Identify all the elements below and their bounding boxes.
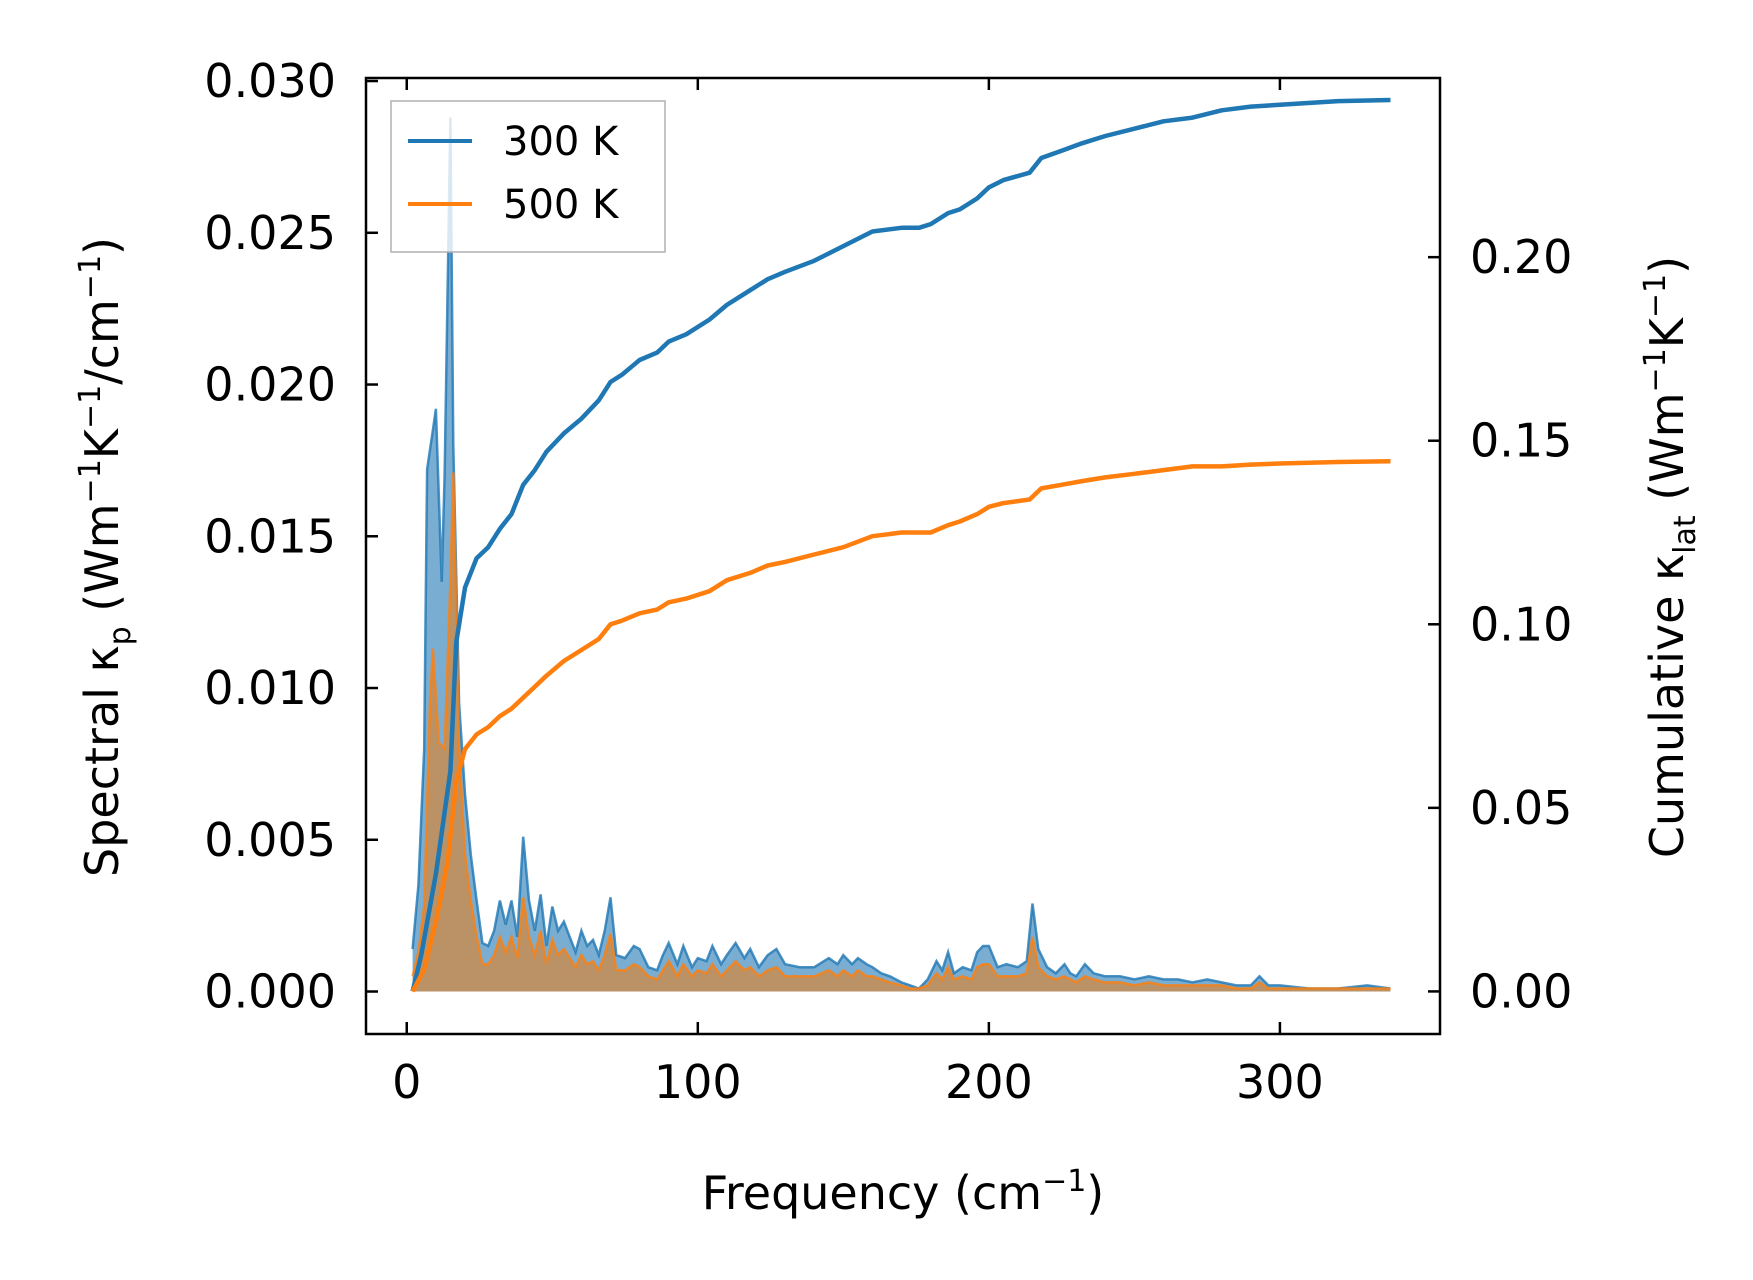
y-left-tick-label: 0.015 [204, 509, 336, 563]
y-left-tick-label: 0.030 [204, 54, 336, 108]
axis-ticks: 0 100 200 300 0.000 0.005 0.010 0.015 0.020 0.025… [204, 54, 1572, 1109]
x-tick-label: 300 [1236, 1055, 1324, 1109]
cumulative-line-500k [410, 459, 1391, 993]
plot-area [410, 97, 1391, 993]
y-left-tick-label: 0.005 [204, 813, 336, 867]
spectral-line-500k [411, 472, 1391, 990]
y-left-tick-label: 0.010 [204, 661, 336, 715]
y-right-tick-label: 0.05 [1470, 781, 1572, 835]
y-axis-right-label: Cumulative κlat (Wm−1K−1) [1638, 256, 1703, 858]
legend-label-300k: 300 K [503, 119, 620, 165]
spectral-line-300k [411, 117, 1391, 990]
y-left-tick-label: 0.000 [204, 965, 336, 1019]
cumulative-line-300k [410, 97, 1391, 992]
x-tick-label: 100 [654, 1055, 742, 1109]
x-axis-label: Frequency (cm−1) [702, 1164, 1105, 1220]
x-tick-label: 0 [392, 1055, 421, 1109]
legend-label-500k: 500 K [503, 182, 620, 228]
x-tick-label: 200 [945, 1055, 1033, 1109]
legend-box [390, 100, 666, 253]
plot-frame [364, 76, 1442, 1036]
y-right-tick-label: 0.15 [1470, 414, 1572, 468]
y-right-tick-label: 0.20 [1470, 230, 1572, 284]
y-axis-left-label: Spectral κp (Wm−1K−1/cm−1) [73, 237, 138, 877]
y-right-tick-label: 0.10 [1470, 597, 1572, 651]
legend: 300 K 500 K [390, 100, 666, 253]
y-right-tick-label: 0.00 [1470, 964, 1572, 1018]
y-left-tick-label: 0.025 [204, 206, 336, 260]
y-left-tick-label: 0.020 [204, 358, 336, 412]
